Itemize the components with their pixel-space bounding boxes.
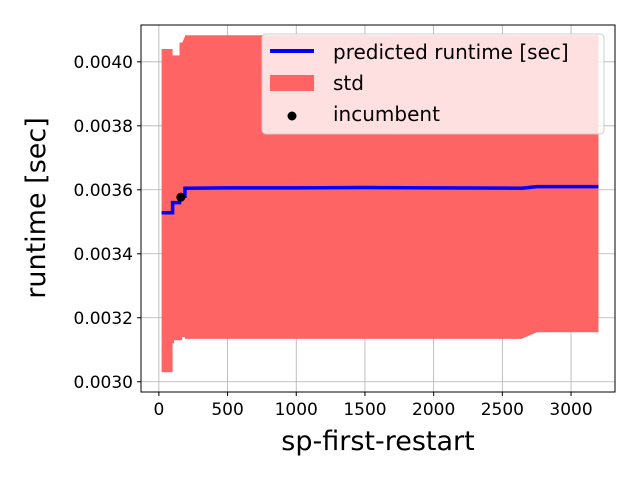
x-tick-label: 2500 bbox=[481, 400, 524, 420]
y-tick-label: 0.0030 bbox=[74, 373, 133, 393]
plot-area-frame bbox=[140, 24, 616, 393]
x-tick-label: 500 bbox=[211, 400, 243, 420]
y-axis-title: runtime [sec] bbox=[21, 117, 52, 299]
legend-band-swatch bbox=[270, 75, 314, 91]
legend-label-predicted: predicted runtime [sec] bbox=[333, 40, 569, 64]
predicted-runtime-line bbox=[161, 184, 599, 215]
x-axis-title: sp-first-restart bbox=[281, 426, 474, 457]
legend-label-std: std bbox=[333, 71, 364, 95]
legend-marker-swatch bbox=[287, 111, 297, 121]
x-tick-label: 0 bbox=[153, 400, 164, 420]
x-axis-ticks: 0 500 1000 1500 2000 2500 3000 bbox=[153, 392, 593, 420]
x-tick-label: 1500 bbox=[343, 400, 386, 420]
x-tick-label: 2000 bbox=[412, 400, 455, 420]
y-tick-label: 0.0036 bbox=[74, 181, 133, 201]
legend-label-incumbent: incumbent bbox=[333, 102, 440, 126]
legend: predicted runtime [sec] std incumbent bbox=[261, 33, 605, 135]
y-tick-label: 0.0034 bbox=[74, 245, 133, 265]
y-tick-label: 0.0032 bbox=[74, 309, 133, 329]
x-tick-label: 3000 bbox=[549, 400, 592, 420]
incumbent-point bbox=[176, 192, 186, 202]
y-axis-ticks: 0.0030 0.0032 0.0034 0.0036 0.0038 0.0040 bbox=[74, 53, 141, 393]
legend-box bbox=[261, 33, 605, 135]
incumbent-points bbox=[176, 192, 186, 202]
y-tick-label: 0.0038 bbox=[74, 117, 133, 137]
x-tick-label: 1000 bbox=[275, 400, 318, 420]
y-tick-label: 0.0040 bbox=[74, 53, 133, 73]
